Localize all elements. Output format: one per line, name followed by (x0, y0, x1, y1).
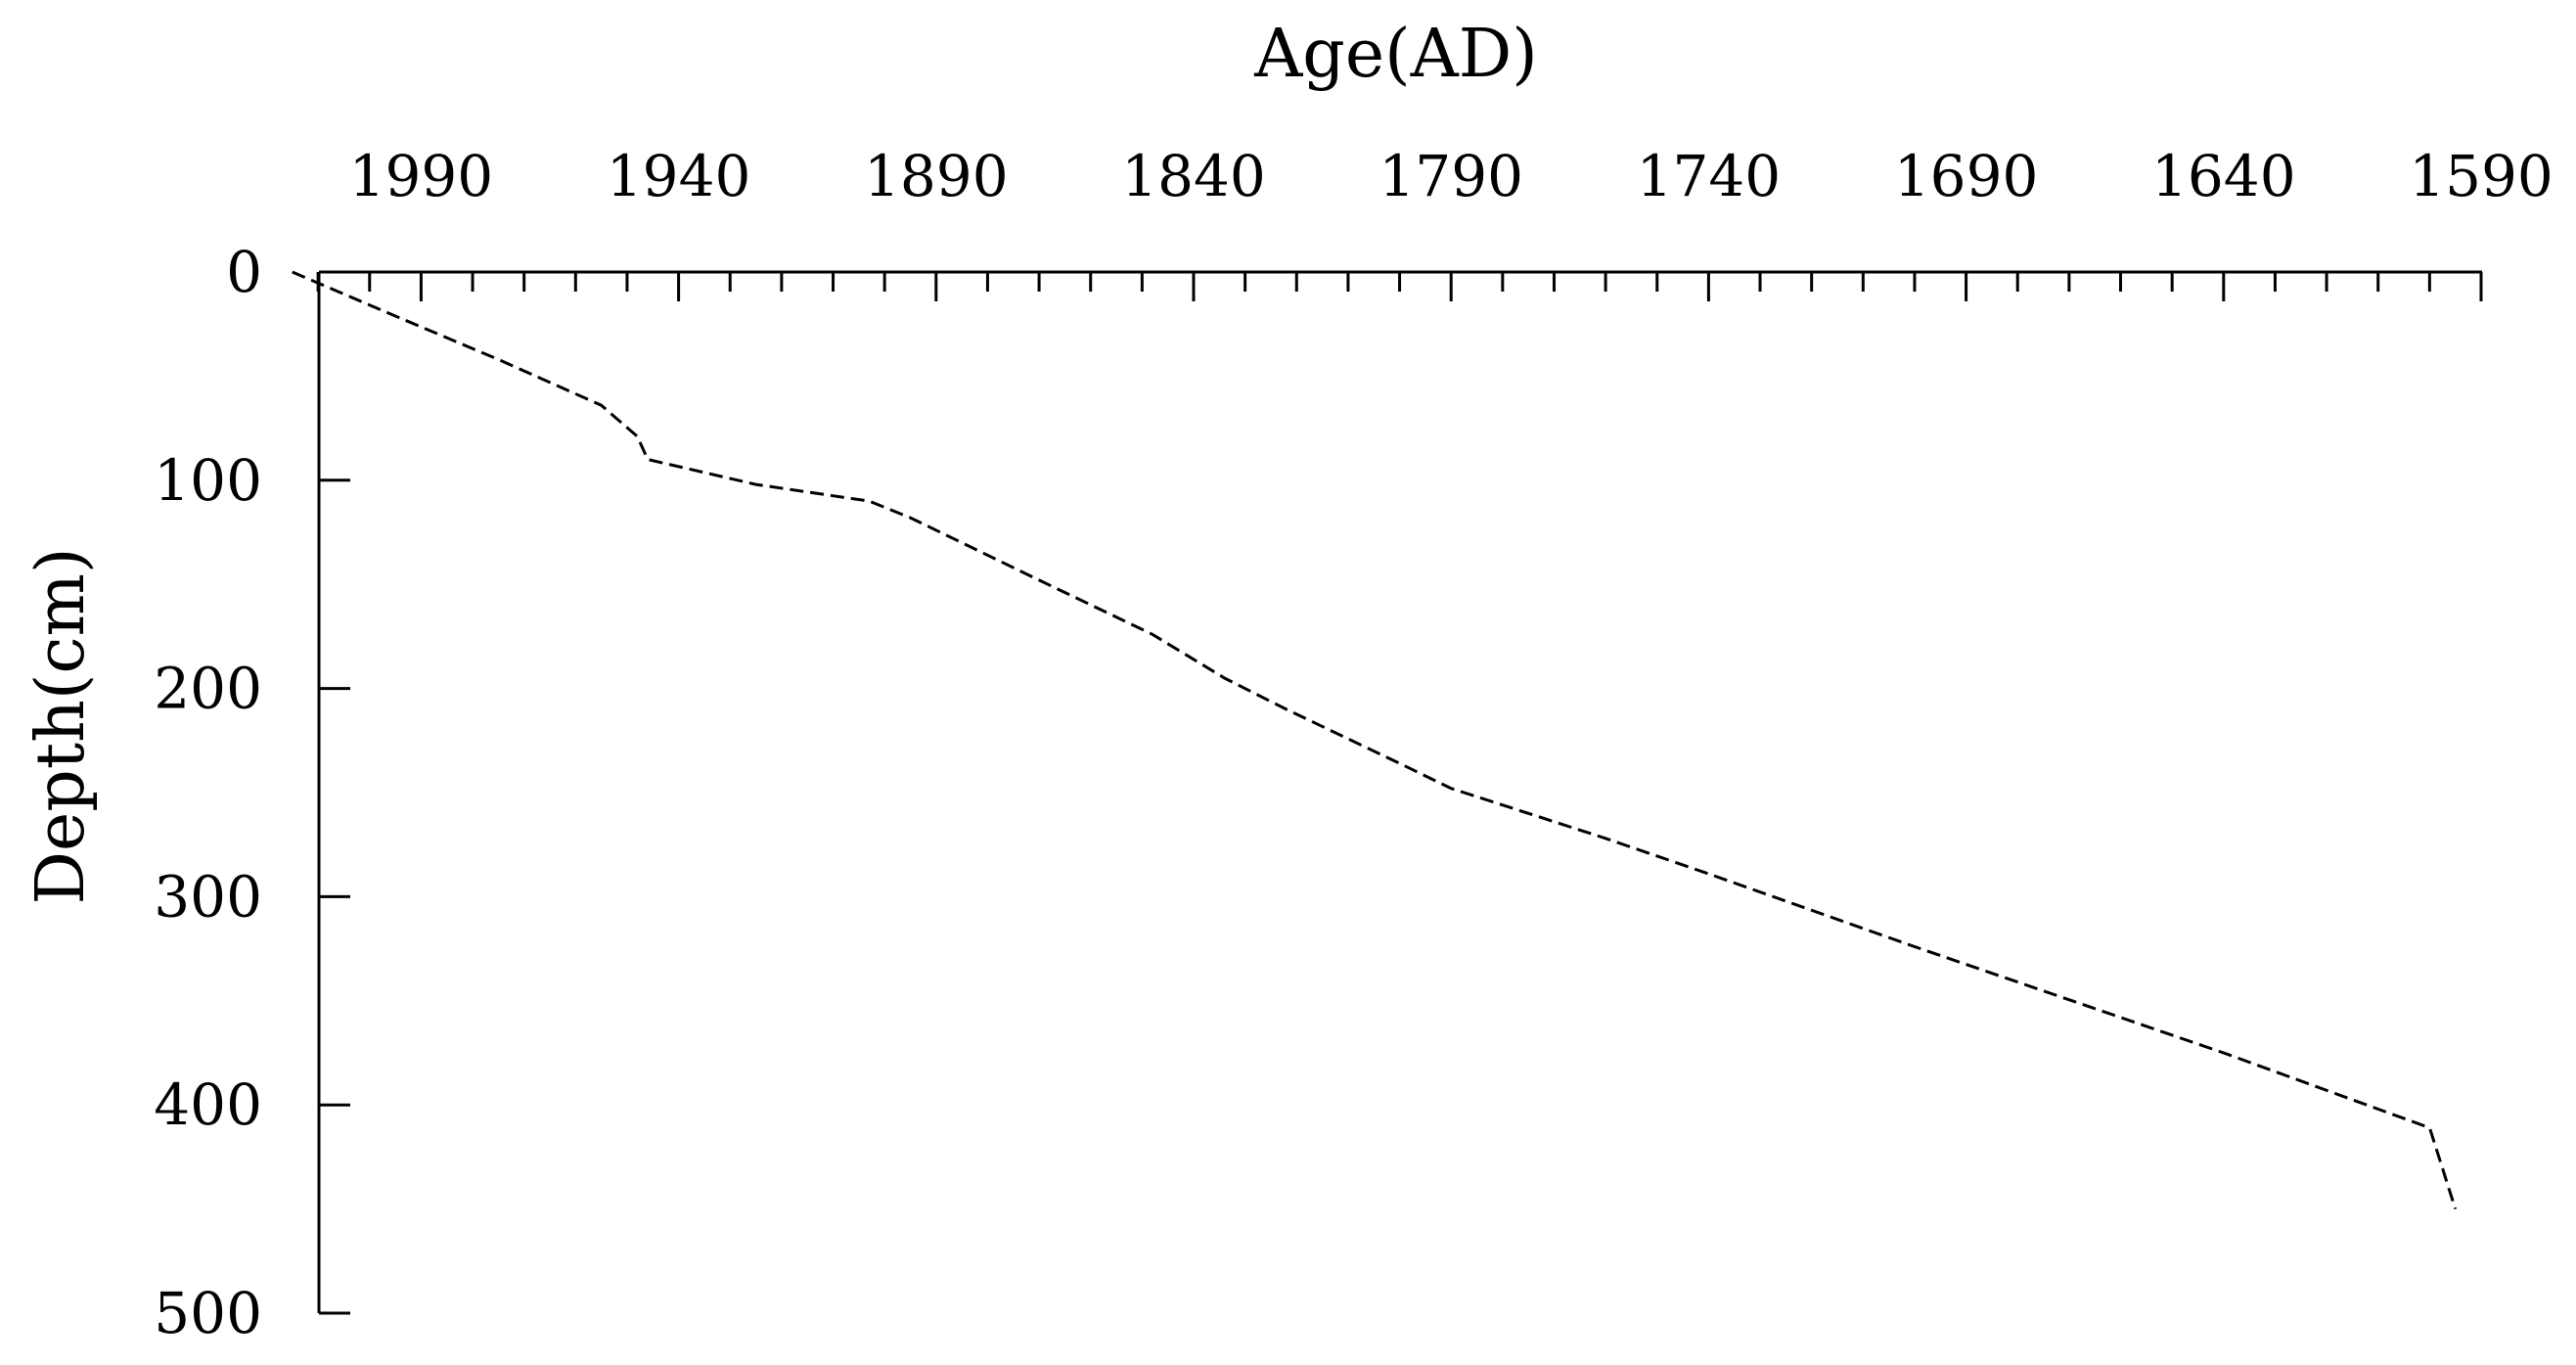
x-tick-label: 1740 (1637, 143, 1782, 209)
y-axis: 0 100 200 300 400 500 (154, 239, 350, 1346)
x-tick-label: 1590 (2409, 143, 2553, 209)
y-tick-label: 400 (154, 1071, 262, 1138)
y-tick-label: 200 (154, 656, 262, 722)
depth-age-line (292, 270, 2458, 1210)
x-axis: 1990 1940 1890 1840 1790 1740 1690 1640 1590 (316, 143, 2553, 301)
x-tick-label: 1640 (2151, 143, 2296, 209)
y-axis-title: Depth(cm) (23, 547, 100, 904)
x-tick-label: 1840 (1121, 143, 1266, 209)
x-tick-label: 1990 (349, 143, 494, 209)
y-tick-label: 0 (226, 239, 262, 305)
x-tick-label: 1690 (1894, 143, 2039, 209)
series-layer (292, 270, 2458, 1210)
y-tick-label: 100 (154, 447, 262, 514)
x-axis-title: Age(AD) (1253, 16, 1538, 93)
y-tick-label: 300 (154, 863, 262, 930)
x-tick-label: 1790 (1378, 143, 1523, 209)
x-tick-label: 1940 (607, 143, 751, 209)
y-tick-label: 500 (154, 1280, 262, 1346)
x-tick-label: 1890 (864, 143, 1009, 209)
